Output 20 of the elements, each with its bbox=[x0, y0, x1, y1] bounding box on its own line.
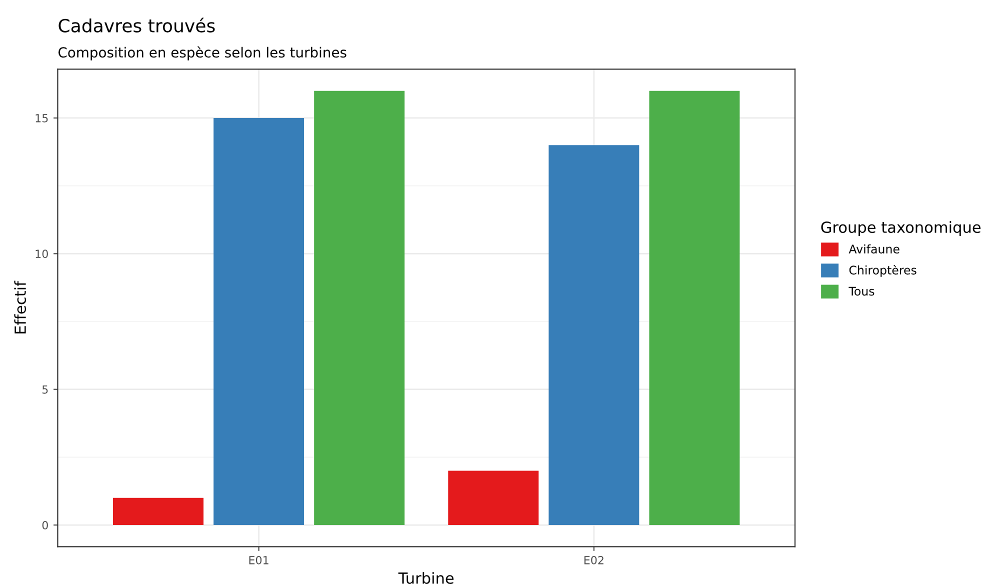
chart-subtitle: Composition en espèce selon les turbines bbox=[58, 46, 346, 60]
y-axis-title: Effectif bbox=[14, 280, 26, 334]
bar bbox=[649, 90, 740, 526]
y-tick-label: 15 bbox=[36, 114, 48, 122]
x-tick-label: E01 bbox=[249, 556, 268, 564]
legend-label: Tous bbox=[848, 286, 874, 296]
bar bbox=[314, 90, 405, 526]
legend-label: Avifaune bbox=[848, 244, 900, 254]
x-tick-label: E02 bbox=[584, 556, 604, 564]
bar bbox=[214, 118, 304, 526]
y-tick-label: 10 bbox=[36, 250, 48, 258]
bar bbox=[548, 145, 640, 526]
legend-label: Chiroptères bbox=[849, 264, 916, 277]
x-axis-title: Turbine bbox=[398, 572, 454, 584]
chart-title: Cadavres trouvés bbox=[58, 18, 215, 32]
bar bbox=[113, 498, 204, 526]
legend-title: Groupe taxonomique bbox=[821, 221, 981, 236]
y-tick-label: 0 bbox=[42, 521, 48, 530]
y-tick-label: 5 bbox=[42, 385, 48, 394]
bar bbox=[448, 470, 539, 526]
